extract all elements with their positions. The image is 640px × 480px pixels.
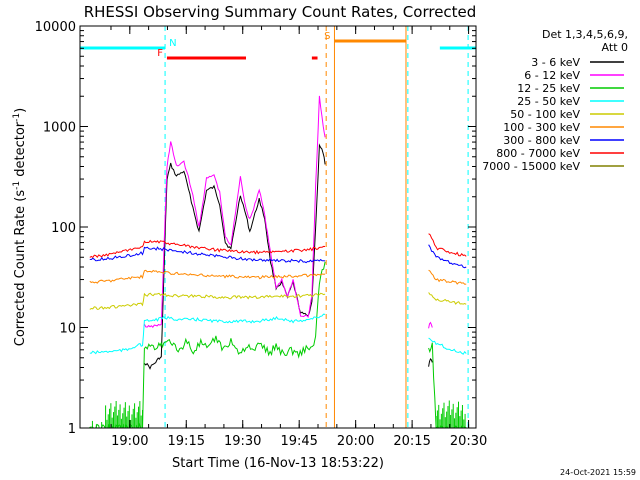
series-line-after-gap	[428, 321, 433, 329]
legend-item-label: 800 - 7000 keV	[496, 147, 580, 160]
legend-header-line2: Att 0	[602, 41, 628, 54]
legend-item-label: 6 - 12 keV	[524, 69, 580, 82]
y-axis-label-sup2: -1	[12, 113, 22, 122]
series-line	[89, 269, 326, 284]
y-tick-label: 1000	[43, 121, 76, 136]
timestamp: 24-Oct-2021 15:59	[560, 468, 636, 477]
y-axis-label-main: Corrected Count Rate (s	[13, 190, 28, 347]
legend-item-label: 300 - 800 keV	[503, 134, 580, 147]
series-line	[89, 313, 326, 355]
legend-item-label: 25 - 50 keV	[517, 95, 580, 108]
x-tick-label: 20:00	[337, 434, 374, 449]
legend-item-label: 50 - 100 keV	[510, 108, 580, 121]
chart-title: RHESSI Observing Summary Count Rates, Co…	[84, 3, 477, 21]
y-tick-label: 1	[68, 422, 76, 437]
x-axis-label: Start Time (16-Nov-13 18:53:22)	[172, 456, 384, 471]
flag-label: N	[169, 38, 176, 49]
series-line	[89, 239, 326, 259]
y-tick-label: 10	[59, 322, 76, 337]
x-tick-label: 20:30	[450, 434, 487, 449]
y-axis-label-end: )	[13, 108, 28, 113]
series-line-after-gap	[428, 244, 467, 269]
series-line	[89, 292, 326, 310]
series-line-after-gap	[428, 233, 467, 257]
y-axis-label: Corrected Count Rate (s-1 detector-1)	[12, 108, 28, 346]
series-line-after-gap	[428, 269, 467, 285]
x-tick-label: 20:15	[393, 434, 430, 449]
x-tick-label: 19:00	[111, 434, 148, 449]
series-line-after-gap	[428, 337, 467, 355]
flag-label: S	[324, 31, 330, 42]
legend-item-label: 100 - 300 keV	[503, 121, 580, 134]
y-axis-label-mid: detector	[13, 121, 28, 181]
flag-bars: NF S	[80, 31, 476, 60]
legend-item-label: 12 - 25 keV	[517, 82, 580, 95]
series-line	[89, 246, 326, 264]
y-tick-label: 10000	[35, 20, 76, 35]
x-tick-label: 19:45	[280, 434, 317, 449]
series-line-after-gap	[428, 292, 467, 305]
series-line	[89, 261, 326, 428]
y-axis-label-sup1: -1	[12, 181, 22, 190]
legend-item-label: 3 - 6 keV	[531, 56, 580, 69]
x-tick-label: 19:15	[168, 434, 205, 449]
legend-header-line1: Det 1,3,4,5,6,9,	[542, 28, 628, 41]
y-tick-label: 100	[51, 221, 76, 236]
x-tick-label: 19:30	[224, 434, 261, 449]
series-line	[143, 95, 326, 328]
x-axis: 19:00 19:15 19:30 19:45 20:00 20:15 20:30	[110, 26, 487, 449]
series-line-after-gap	[428, 357, 433, 367]
legend-item-label: 7000 - 15000 keV	[482, 160, 580, 173]
y-axis: 1 10 100 1000 10000	[35, 20, 476, 437]
flag-label: F	[157, 48, 163, 59]
series-lines	[89, 95, 467, 428]
